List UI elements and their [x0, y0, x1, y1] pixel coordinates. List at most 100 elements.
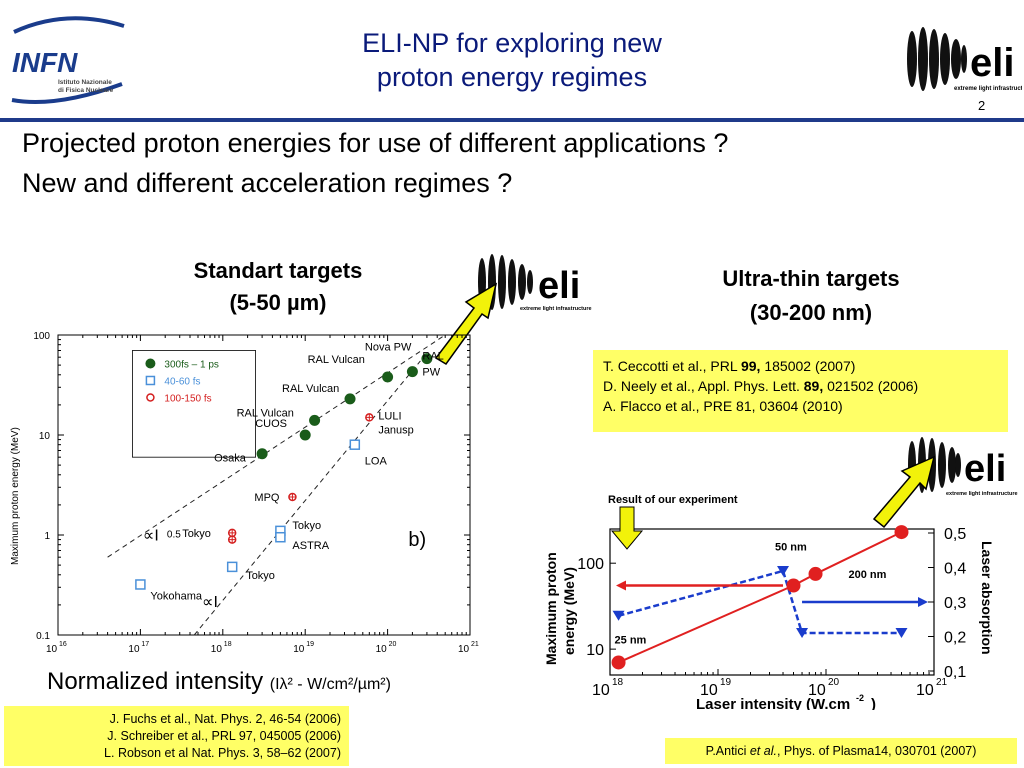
data-point-fs100 [365, 413, 374, 422]
x-tick-label: 10 [458, 644, 470, 655]
y-tick-label: 0.1 [36, 631, 50, 642]
point-label: RAL Vulcan [308, 354, 365, 366]
y-tick-label: 100 [577, 556, 604, 573]
data-point-fs100 [288, 492, 297, 502]
absorption-point [796, 628, 809, 639]
header-divider [0, 118, 1024, 122]
y-tick-label: 10 [39, 431, 51, 442]
panel-label: b) [408, 529, 426, 551]
legend-label: 100-150 fs [164, 393, 211, 404]
question-line-2: New and different acceleration regimes ? [22, 168, 513, 198]
data-point-ps [256, 448, 268, 460]
data-point-ps [299, 429, 311, 441]
yellow-arrow [872, 455, 936, 529]
x-axis-label-exp: -2 [856, 693, 864, 703]
point-label: Yokohama [150, 590, 202, 602]
svg-text:Istituto Nazionale: Istituto Nazionale [58, 79, 112, 86]
x-tick-exponent: 19 [720, 677, 732, 688]
y2-axis-label: Laser absorption [979, 541, 995, 655]
slide-number: 2 [978, 98, 986, 113]
reference: J. Schreiber et al., PRL 97, 045005 (200… [107, 729, 341, 743]
data-point-ps [382, 371, 394, 383]
point-label: PW [422, 367, 440, 379]
y2-tick-label: 0,5 [944, 526, 966, 543]
x-tick-label: 10 [376, 644, 388, 655]
x-tick-label: 10 [808, 682, 826, 699]
fit-label-sqrt: ∝I [143, 528, 159, 545]
energy-point [894, 525, 909, 540]
x-tick-label: 10 [211, 644, 223, 655]
x-tick-exponent: 21 [471, 641, 479, 648]
data-point-fs100-cross [229, 536, 236, 543]
plot-frame [57, 334, 471, 636]
reference-antici: P.Antici et al., Phys. of Plasma14, 0307… [665, 738, 1017, 764]
y-axis-label: Maximum proton energy (MeV) [10, 427, 21, 565]
data-point-fs40 [226, 561, 238, 573]
data-point-fs40 [275, 531, 286, 543]
x-axis-label: Laser intensity (W.cm [696, 696, 850, 710]
chart-title: Result of our experiment [608, 494, 738, 506]
point-label: Tokyo [246, 570, 275, 582]
point-label: Janusp [378, 424, 413, 436]
eli-arrow-group-left: eli extreme light infrastructure [434, 254, 592, 365]
data-point-fs100-cross [366, 414, 373, 421]
annotation-200nm: 200 nm [849, 569, 887, 581]
y-axis-label: Maximum proton [543, 552, 559, 665]
legend-label: 40-60 fs [164, 376, 200, 387]
x-tick-exponent: 19 [306, 641, 314, 648]
reference: T. Ceccotti et al., PRL 99, 185002 (2007… [603, 358, 856, 374]
point-label: Tokyo [292, 520, 321, 532]
x-tick-label: 10 [46, 644, 58, 655]
data-point-fs100-cross [289, 493, 296, 500]
absorption-point [895, 628, 908, 639]
reference: J. Fuchs et al., Nat. Phys. 2, 46-54 (20… [109, 712, 341, 726]
data-point-ps [309, 414, 321, 426]
point-label: LOA [365, 456, 388, 468]
legend-marker-square [145, 375, 156, 386]
y2-tick-label: 0,4 [944, 561, 966, 578]
annotation-50nm: 50 nm [775, 541, 807, 553]
x-tick-label: 10 [128, 644, 140, 655]
data-point-ps [406, 366, 418, 378]
eli-arrow-group-right: eli extreme light infrastructure [872, 437, 1018, 529]
x-tick-label: 10 [293, 644, 305, 655]
legend-marker-cross [146, 393, 155, 402]
red-arrowhead [616, 580, 626, 591]
x-tick-exponent: 20 [828, 677, 840, 688]
reference: L. Robson et al Nat. Phys. 3, 58–62 (200… [104, 746, 341, 760]
point-label: LULI [378, 410, 401, 422]
energy-point [611, 655, 626, 670]
y-tick-label: 100 [33, 331, 50, 342]
x-tick-exponent: 18 [224, 641, 232, 648]
proton-energy-scaling-chart: 10 16 10 17 10 18 10 19 10 20 10 210.1110100Maximum… [10, 331, 479, 655]
point-label: RAL Vulcan [237, 407, 294, 419]
y-tick-label: 10 [586, 642, 604, 659]
slide-title: ELI-NP for exploring new proton energy r… [362, 28, 662, 92]
data-point-ps [421, 353, 433, 365]
svg-text:extreme light infrastructure: extreme light infrastructure [520, 306, 592, 312]
x-tick-label: 10 [592, 682, 610, 699]
x-tick-exponent: 17 [141, 641, 149, 648]
question-line-1: Projected proton energies for use of dif… [22, 128, 729, 158]
point-label: Nova PW [365, 342, 412, 354]
slide-header [0, 0, 1024, 120]
data-point-fs40 [349, 439, 361, 450]
energy-line [618, 531, 902, 664]
x-tick-exponent: 16 [59, 641, 67, 648]
references-ultrathin: T. Ceccotti et al., PRL 99, 185002 (2007… [593, 350, 1008, 432]
y2-tick-label: 0,2 [944, 630, 966, 647]
data-point-fs40 [135, 579, 146, 590]
x-tick-label: 10 [700, 682, 718, 699]
y2-tick-label: 0,3 [944, 595, 966, 612]
reference: A. Flacco et al., PRE 81, 03604 (2010) [603, 398, 843, 414]
standard-targets-heading: Standart targets (5-50 µm) [193, 258, 363, 315]
point-label: MPQ [254, 492, 280, 504]
yellow-arrow [434, 282, 498, 365]
x-tick-exponent: 18 [612, 677, 624, 688]
legend-label: 300fs – 1 ps [164, 359, 218, 370]
annotation-25nm: 25 nm [615, 634, 647, 646]
x-tick-exponent: 20 [389, 641, 397, 648]
reference: D. Neely et al., Appl. Phys. Lett. 89, 0… [603, 378, 919, 394]
absorption-point [612, 610, 625, 621]
